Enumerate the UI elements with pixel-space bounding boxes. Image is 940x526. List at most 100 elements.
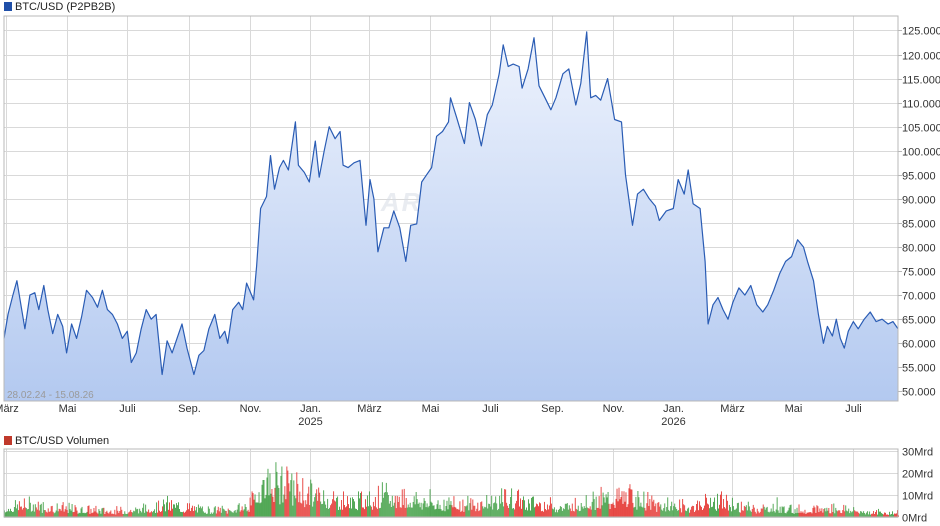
volume-bar <box>251 491 253 517</box>
volume-bar <box>851 512 853 517</box>
volume-bar <box>857 511 859 517</box>
volume-bar <box>130 509 132 517</box>
volume-bar <box>590 509 592 517</box>
volume-bar <box>345 507 346 517</box>
volume-bar <box>392 505 394 517</box>
volume-bar <box>192 511 194 517</box>
volume-bar <box>589 506 591 517</box>
volume-bar <box>432 505 434 517</box>
volume-bar <box>719 504 720 517</box>
volume-bar <box>299 491 301 517</box>
volume-bar <box>595 496 597 517</box>
volume-bar <box>211 513 213 517</box>
volume-bar <box>707 503 708 517</box>
volume-bar <box>110 510 112 517</box>
volume-bar <box>262 480 264 517</box>
volume-bar <box>314 497 316 517</box>
volume-bar <box>795 513 797 517</box>
volume-bar <box>571 503 573 517</box>
volume-bar <box>496 503 498 517</box>
volume-bar <box>384 492 386 517</box>
price-xtick-label: Jan. <box>300 403 321 415</box>
volume-bar <box>824 508 826 517</box>
volume-bar <box>261 484 263 517</box>
volume-bar <box>770 508 772 517</box>
volume-bar <box>115 514 117 517</box>
price-ytick-label: 55.000 <box>902 363 936 375</box>
volume-bar <box>562 508 564 517</box>
volume-bar <box>31 510 33 517</box>
volume-bar <box>522 500 523 517</box>
volume-bar <box>489 504 491 517</box>
volume-bar <box>648 506 650 517</box>
volume-y-axis: 30Mrd 20Mrd 10Mrd 0Mrd <box>902 447 933 525</box>
volume-bar <box>203 512 205 517</box>
volume-bar <box>588 508 590 517</box>
volume-bar <box>155 513 157 517</box>
volume-bar <box>20 506 22 517</box>
volume-bar <box>335 501 337 517</box>
volume-bar <box>210 512 212 517</box>
volume-bar <box>627 504 629 517</box>
volume-bar <box>295 498 297 517</box>
volume-bar <box>139 508 141 517</box>
volume-bar <box>518 489 520 517</box>
volume-bar <box>458 509 460 517</box>
volume-bar <box>26 509 28 517</box>
volume-bar <box>859 513 861 517</box>
volume-bar <box>802 511 804 517</box>
volume-bar <box>28 496 30 517</box>
price-ytick-label: 90.000 <box>902 195 936 207</box>
volume-bar <box>563 509 565 517</box>
volume-bar <box>472 499 474 517</box>
volume-bar <box>529 503 530 517</box>
volume-bar <box>737 502 739 517</box>
volume-bar <box>285 499 287 517</box>
volume-bar <box>390 507 392 517</box>
price-xtick-label: Juli <box>845 403 862 415</box>
volume-bar <box>366 495 368 517</box>
volume-legend-swatch <box>4 436 12 445</box>
volume-bar <box>462 499 464 517</box>
volume-bar <box>594 510 596 517</box>
volume-bar <box>682 499 684 517</box>
volume-bar <box>504 489 506 517</box>
volume-bar <box>876 510 878 517</box>
volume-bar <box>169 502 170 517</box>
volume-bar <box>125 513 127 517</box>
volume-bar <box>412 502 414 517</box>
volume-bar <box>513 508 515 517</box>
volume-bar <box>10 511 12 517</box>
volume-bar <box>452 507 454 517</box>
volume-bar <box>480 502 482 517</box>
volume-bar <box>680 508 682 517</box>
volume-bar <box>380 502 382 517</box>
volume-bar <box>411 507 413 517</box>
volume-bar <box>670 506 672 517</box>
volume-bar <box>147 511 149 517</box>
volume-bar <box>399 507 401 517</box>
volume-bar <box>320 501 322 517</box>
volume-bar <box>849 513 851 517</box>
volume-bar <box>544 509 546 517</box>
volume-bar <box>217 506 219 517</box>
volume-bar <box>742 510 744 517</box>
volume-bar <box>184 511 186 517</box>
volume-bar <box>151 511 153 517</box>
volume-bar <box>202 511 204 517</box>
volume-bar <box>37 501 39 517</box>
volume-bar <box>622 503 624 517</box>
volume-bar <box>897 510 898 517</box>
volume-bar <box>310 479 312 517</box>
volume-bar <box>57 511 59 517</box>
volume-bar <box>862 512 864 517</box>
volume-bar <box>585 495 587 517</box>
volume-bar <box>379 507 381 517</box>
volume-bar <box>32 504 34 517</box>
volume-bar <box>686 511 688 517</box>
volume-bar <box>297 483 299 517</box>
volume-bar <box>40 503 42 517</box>
volume-bar <box>870 514 872 517</box>
price-xtick-label: Nov. <box>603 403 625 415</box>
volume-bar <box>786 511 788 517</box>
